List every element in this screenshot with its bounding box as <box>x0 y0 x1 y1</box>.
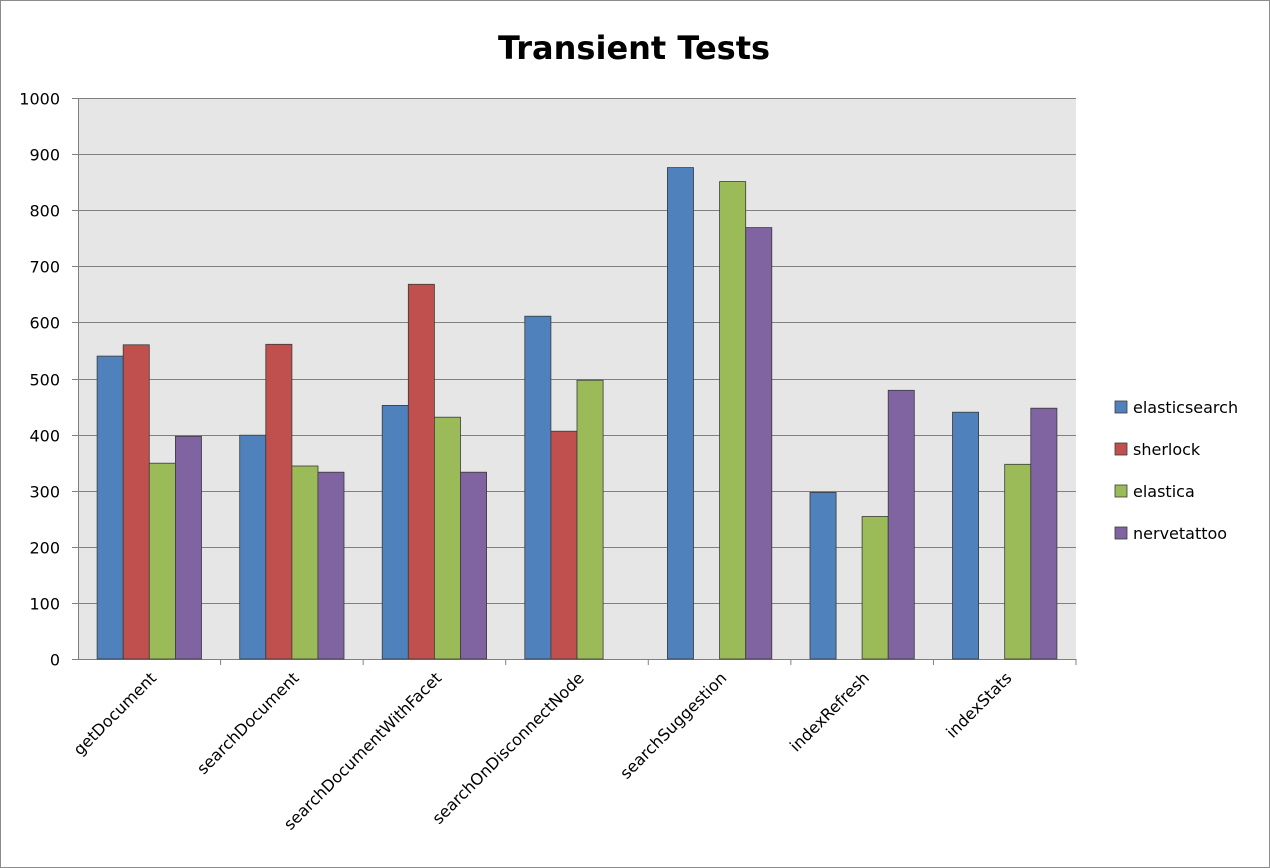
x-tick-label: getDocument <box>69 668 160 759</box>
bar-nervetattoo-searchSuggestion <box>745 227 773 660</box>
bar-elasticsearch-indexStats <box>952 411 980 660</box>
x-tick-label: searchDocument <box>193 668 303 778</box>
y-tick-label: 700 <box>29 258 60 277</box>
bar-nervetattoo-indexStats <box>1030 407 1058 660</box>
bar-elastica-indexStats <box>1004 463 1032 660</box>
y-tick-label: 1000 <box>19 90 60 109</box>
bar-elastica-searchDocumentWithFacet <box>433 416 461 660</box>
bar-elastica-searchDocument <box>291 465 319 660</box>
y-tick-label: 100 <box>29 595 60 614</box>
x-tick-label: indexStats <box>942 668 1015 741</box>
bar-nervetattoo-indexRefresh <box>887 389 915 660</box>
bar-nervetattoo-getDocument <box>174 435 202 660</box>
bar-sherlock-searchDocument <box>265 343 293 660</box>
bar-sherlock-getDocument <box>122 344 150 660</box>
plot-area: 0 100 200 300 400 500 600 700 800 900 1000 getDocum… <box>19 90 1077 834</box>
x-tick-label: searchSuggestion <box>616 668 730 782</box>
bar-elastica-indexRefresh <box>861 516 889 660</box>
legend-swatch-elastica <box>1114 484 1128 498</box>
y-tick-label: 200 <box>29 539 60 558</box>
bar-elasticsearch-indexRefresh <box>809 491 837 660</box>
bar-elasticsearch-getDocument <box>96 355 124 660</box>
chart-title: Transient Tests <box>498 29 770 67</box>
legend-label-sherlock: sherlock <box>1133 440 1201 459</box>
legend-swatch-elasticsearch <box>1114 400 1128 414</box>
legend-label-elasticsearch: elasticsearch <box>1133 398 1238 417</box>
x-tick-label: searchDocumentWithFacet <box>280 668 445 833</box>
y-tick-label: 600 <box>29 314 60 333</box>
bar-elasticsearch-searchSuggestion <box>667 167 694 660</box>
legend-swatch-sherlock <box>1114 442 1128 456</box>
legend-swatch-nervetattoo <box>1114 526 1128 540</box>
bar-nervetattoo-searchDocument <box>317 471 345 660</box>
bar-elasticsearch-searchOnDisconnectNode <box>524 315 552 660</box>
y-tick-label: 400 <box>29 427 60 446</box>
y-tick-label: 900 <box>29 146 60 165</box>
legend: elasticsearch sherlock elastica nervetattoo <box>1114 398 1238 543</box>
bar-elastica-searchSuggestion <box>719 181 747 660</box>
y-tick-label: 500 <box>29 371 60 390</box>
y-tick-label: 300 <box>29 483 60 502</box>
y-tick-label: 800 <box>29 202 60 221</box>
bar-elasticsearch-searchDocumentWithFacet <box>381 404 409 660</box>
bar-elastica-getDocument <box>148 462 176 660</box>
bar-elasticsearch-searchDocument <box>239 434 267 660</box>
x-tick-label: indexRefresh <box>786 668 873 755</box>
bar-sherlock-searchOnDisconnectNode <box>550 430 578 660</box>
bar-sherlock-searchDocumentWithFacet <box>407 283 435 660</box>
legend-label-elastica: elastica <box>1133 482 1195 501</box>
bar-elastica-searchOnDisconnectNode <box>576 379 604 660</box>
legend-label-nervetattoo: nervetattoo <box>1133 524 1227 543</box>
bar-nervetattoo-searchDocumentWithFacet <box>460 471 488 660</box>
x-tick-label: searchOnDisconnectNode <box>428 668 587 827</box>
y-tick-label: 0 <box>50 651 60 670</box>
